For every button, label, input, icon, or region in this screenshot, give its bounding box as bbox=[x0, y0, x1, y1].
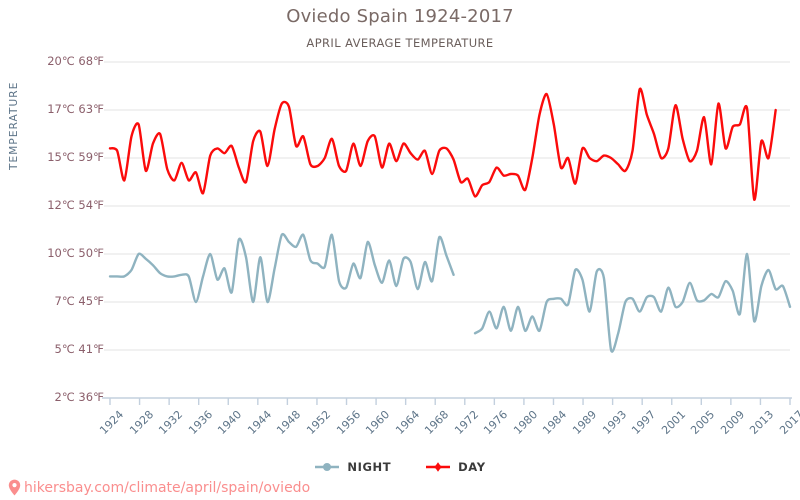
y-tick-label: 20℃ 68℉ bbox=[47, 54, 104, 68]
chart-legend: NIGHT DAY bbox=[0, 460, 800, 474]
y-tick-label: 12℃ 54℉ bbox=[47, 198, 104, 212]
y-axis-tick-labels: 20℃ 68℉ 17℃ 63℉ 15℃ 59℉ 12℃ 54℉ 10℃ 50℉ 7℃ 45… bbox=[0, 0, 104, 500]
legend-marker-day bbox=[426, 462, 451, 472]
footer-url: hikersbay.com/climate/april/spain/oviedo bbox=[24, 479, 311, 496]
legend-label-night: NIGHT bbox=[347, 460, 392, 474]
legend-item-day[interactable]: DAY bbox=[425, 460, 485, 474]
y-tick-label: 15℃ 59℉ bbox=[47, 150, 104, 164]
footer-watermark[interactable]: hikersbay.com/climate/april/spain/oviedo bbox=[8, 479, 310, 496]
chart-subtitle: APRIL AVERAGE TEMPERATURE bbox=[306, 36, 494, 50]
legend-label-day: DAY bbox=[458, 460, 486, 474]
y-tick-label: 17℃ 63℉ bbox=[47, 102, 104, 116]
chart-title: Oviedo Spain 1924-2017 bbox=[286, 6, 514, 27]
y-tick-label: 7℃ 45℉ bbox=[54, 294, 104, 308]
map-pin-icon bbox=[8, 479, 21, 496]
y-tick-label: 2℃ 36℉ bbox=[54, 390, 104, 404]
legend-marker-night bbox=[315, 463, 340, 471]
legend-item-night[interactable]: NIGHT bbox=[314, 460, 391, 474]
y-tick-label: 5℃ 41℉ bbox=[54, 342, 104, 356]
y-tick-label: 10℃ 50℉ bbox=[47, 246, 104, 260]
